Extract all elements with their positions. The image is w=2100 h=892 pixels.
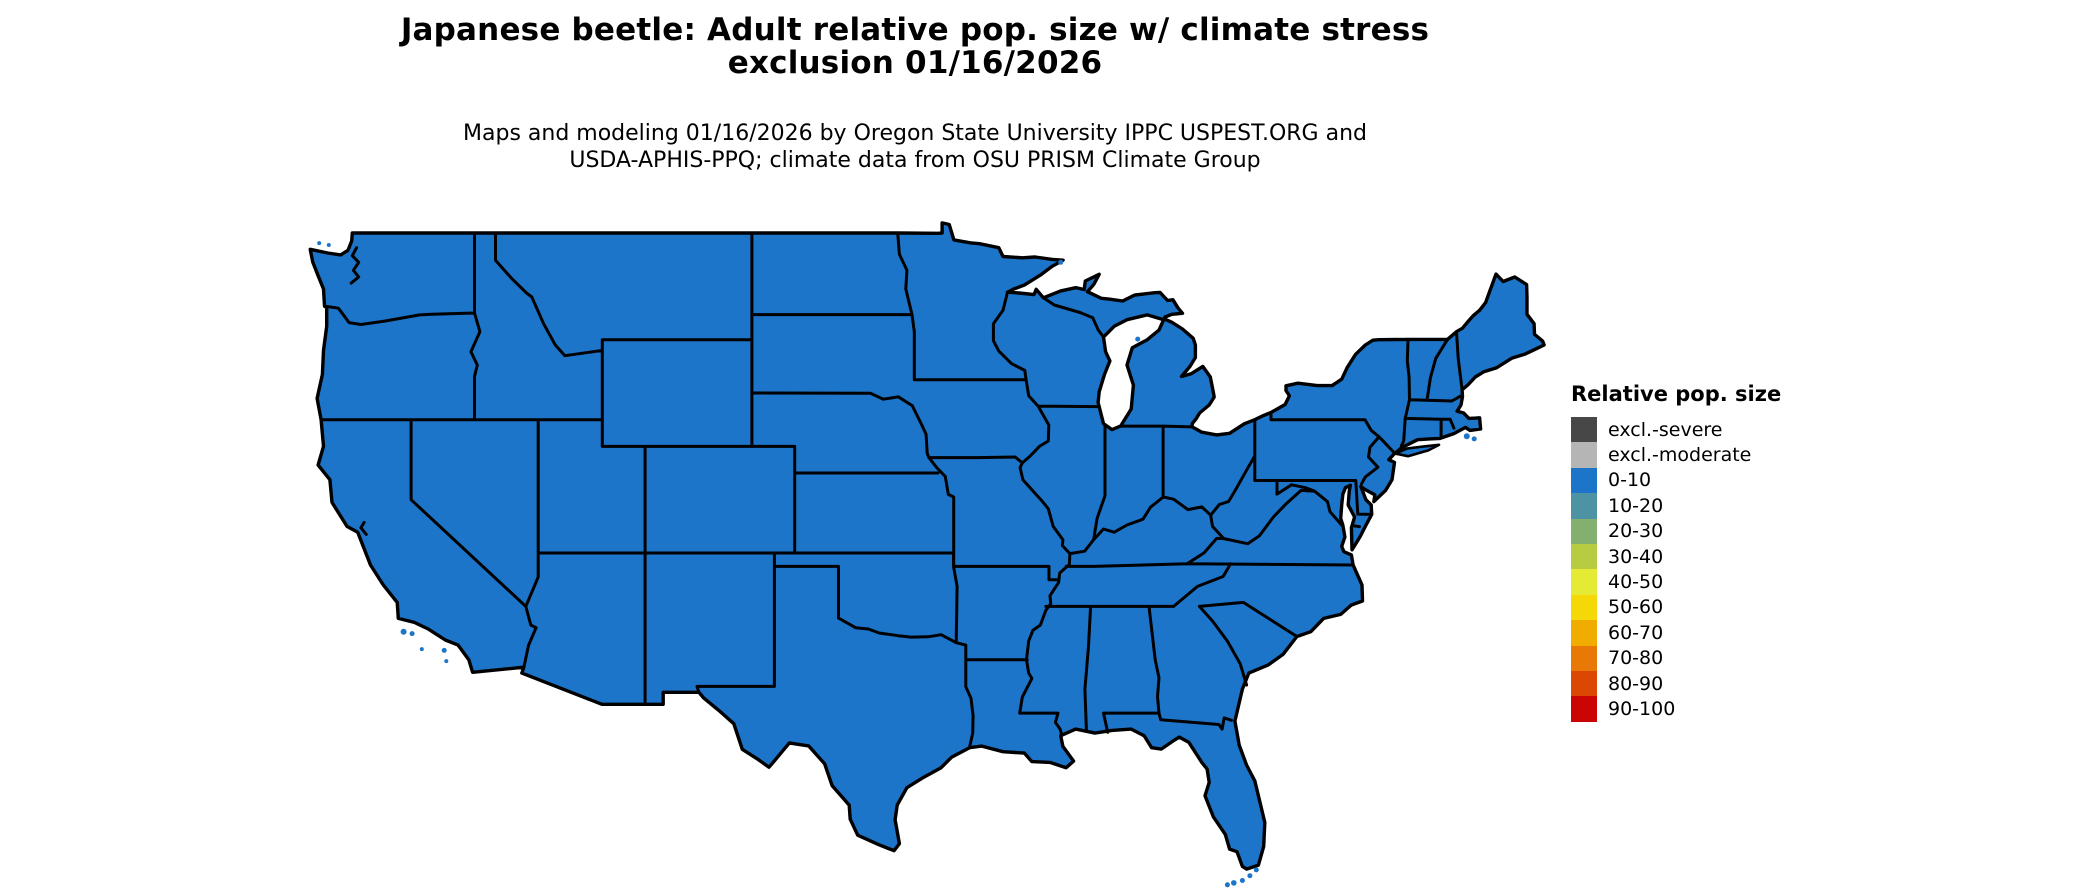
legend-swatch <box>1571 518 1597 544</box>
legend-item: excl.-severe <box>1571 417 1781 443</box>
legend-label: 80-90 <box>1608 672 1664 695</box>
legend-label: 20-30 <box>1608 520 1664 543</box>
subtitle-line-1: Maps and modeling 01/16/2026 by Oregon S… <box>463 121 1367 146</box>
legend-swatch <box>1571 442 1597 468</box>
legend-label: 10-20 <box>1608 494 1664 517</box>
legend-rows: excl.-severe excl.-moderate 0-10 10-20 20-30… <box>1571 417 1781 722</box>
legend-item: 60-70 <box>1571 620 1781 646</box>
coastal-island <box>326 243 331 247</box>
legend-label: 70-80 <box>1608 647 1664 670</box>
title-line-1: Japanese beetle: Adult relative pop. siz… <box>400 12 1430 48</box>
legend-item: 70-80 <box>1571 645 1781 671</box>
legend-label: 0-10 <box>1608 469 1652 492</box>
coastal-island <box>419 647 424 652</box>
legend-item: 0-10 <box>1571 467 1781 494</box>
legend-label: 30-40 <box>1608 545 1664 568</box>
legend-label: 50-60 <box>1608 596 1664 619</box>
long-island <box>1393 443 1441 458</box>
legend-swatch <box>1571 467 1597 494</box>
coastal-island <box>1463 433 1470 440</box>
figure-title: Japanese beetle: Adult relative pop. siz… <box>0 14 1830 80</box>
coastal-island <box>1058 259 1064 265</box>
coastal-island <box>1247 873 1253 879</box>
coastal-island <box>1471 436 1477 442</box>
coastal-island <box>1239 878 1245 883</box>
coastal-island <box>1253 867 1259 873</box>
figure-subtitle: Maps and modeling 01/16/2026 by Oregon S… <box>0 120 1830 174</box>
title-line-2: exclusion 01/16/2026 <box>727 45 1103 81</box>
legend-item: 40-50 <box>1571 569 1781 595</box>
legend-swatch <box>1571 670 1597 697</box>
legend-label: excl.-moderate <box>1608 444 1752 467</box>
legend-label: 40-50 <box>1608 571 1664 594</box>
coastal-island <box>400 628 407 635</box>
legend-label: 90-100 <box>1608 697 1676 720</box>
coastal-island <box>317 241 322 246</box>
coastal-island <box>441 647 447 653</box>
coastal-island <box>1135 336 1141 342</box>
legend-swatch <box>1571 645 1597 671</box>
legend-swatch <box>1571 569 1597 595</box>
coastal-island <box>444 659 449 664</box>
coastal-island <box>409 631 415 637</box>
state-borders <box>319 231 1464 750</box>
legend-item: excl.-moderate <box>1571 442 1781 468</box>
legend-swatch <box>1571 417 1597 443</box>
legend-item: 20-30 <box>1571 518 1781 544</box>
legend: Relative pop. size excl.-severe excl.-mod… <box>1571 382 1781 722</box>
legend-item: 80-90 <box>1571 670 1781 697</box>
legend-item: 90-100 <box>1571 696 1781 722</box>
legend-label: 60-70 <box>1608 621 1664 644</box>
legend-item: 30-40 <box>1571 543 1781 570</box>
subtitle-line-2: USDA-APHIS-PPQ; climate data from OSU PR… <box>569 148 1261 173</box>
legend-swatch <box>1571 696 1597 722</box>
legend-title: Relative pop. size <box>1571 382 1782 406</box>
legend-swatch <box>1571 493 1597 519</box>
legend-swatch <box>1571 543 1597 570</box>
continental-us-landmass <box>308 221 1546 871</box>
legend-swatch <box>1571 594 1597 621</box>
legend-swatch <box>1571 620 1597 646</box>
coastal-island <box>1231 880 1237 886</box>
legend-label: excl.-severe <box>1608 418 1723 441</box>
legend-item: 50-60 <box>1571 594 1781 621</box>
coastal-island <box>1224 882 1230 888</box>
legend-item: 10-20 <box>1571 493 1781 519</box>
